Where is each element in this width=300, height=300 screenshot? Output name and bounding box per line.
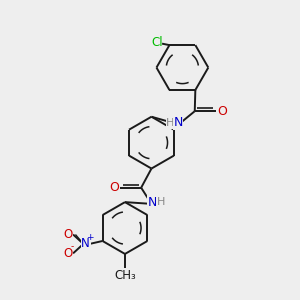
Text: H: H [166,118,175,128]
Text: O: O [63,228,72,241]
Text: N: N [81,237,90,250]
Text: H: H [157,197,165,207]
Text: Cl: Cl [152,36,164,49]
Text: +: + [86,233,94,242]
Text: N: N [173,116,183,129]
Text: O: O [109,181,119,194]
Text: O: O [63,247,72,260]
Text: -: - [71,242,74,251]
Text: O: O [217,105,227,118]
Text: N: N [147,196,157,208]
Text: CH₃: CH₃ [114,268,136,282]
